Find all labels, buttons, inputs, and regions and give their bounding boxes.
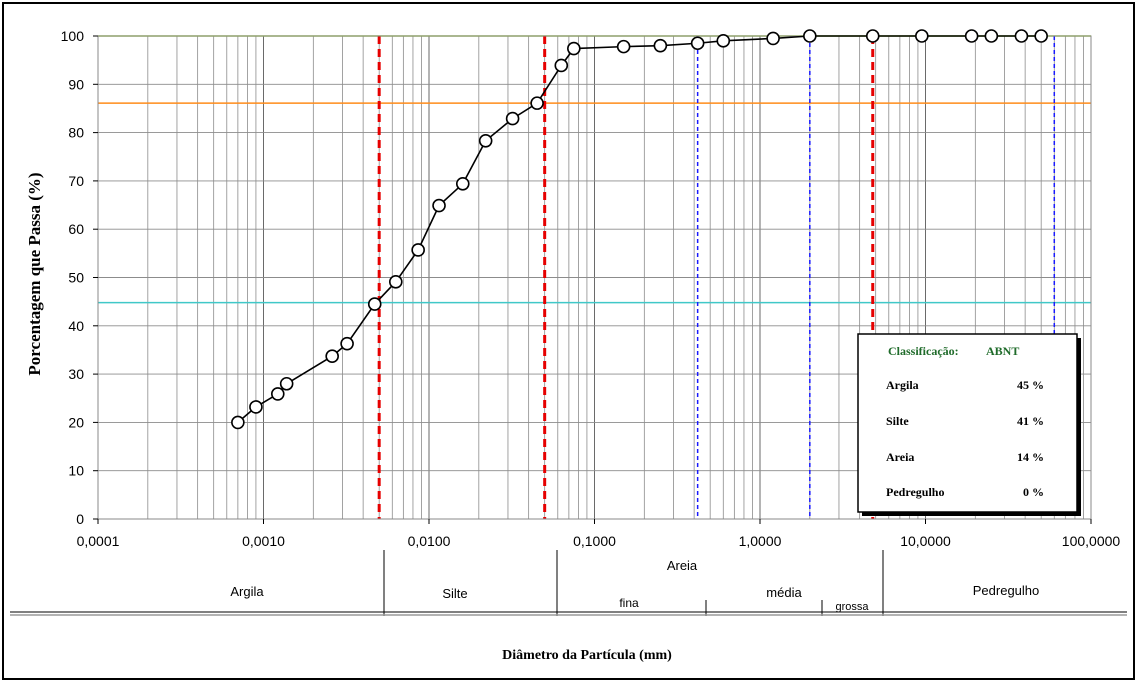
y-tick-label: 70 — [68, 173, 84, 189]
data-point — [340, 336, 354, 351]
class-row-label: Silte — [886, 414, 909, 428]
x-tick-label: 100,0000 — [1062, 533, 1121, 549]
class-row-value: 45 % — [1017, 378, 1044, 392]
major-gridlines — [97, 35, 1092, 520]
data-point — [478, 134, 493, 148]
data-point — [1014, 29, 1029, 43]
scale-label-media: média — [766, 585, 802, 600]
scale-label-fina: fina — [619, 596, 639, 610]
x-tick-label: 0,0100 — [408, 533, 451, 549]
x-tick-label: 1,0000 — [739, 533, 782, 549]
y-tick-label: 90 — [68, 76, 84, 92]
data-point — [325, 349, 339, 364]
data-point — [388, 275, 403, 289]
data-point — [716, 34, 731, 48]
data-point — [984, 29, 999, 43]
data-point — [279, 376, 294, 391]
grading-curve-line — [237, 35, 1042, 424]
class-row-label: Argila — [886, 378, 919, 392]
data-point — [411, 243, 425, 257]
classification-box: Classificação: ABNT Argila 45 % Silte 41… — [857, 333, 1081, 516]
class-row-value: 0 % — [1023, 485, 1044, 499]
data-point — [270, 387, 285, 401]
class-row-label: Areia — [886, 450, 914, 464]
x-tick-label: 0,0001 — [77, 533, 120, 549]
data-point — [249, 400, 263, 414]
class-row-value: 14 % — [1017, 450, 1044, 464]
grading-curve — [231, 29, 1048, 430]
data-point — [865, 29, 880, 43]
data-point — [554, 58, 569, 73]
data-point — [803, 29, 817, 43]
scale-label-silte: Silte — [442, 586, 467, 601]
class-row-label: Pedregulho — [886, 485, 944, 499]
data-point — [964, 29, 979, 43]
data-point — [653, 38, 668, 53]
x-axis-label: Diâmetro da Partícula (mm) — [502, 648, 672, 663]
data-point — [231, 415, 245, 430]
x-axis-ticks: 0,0001 0,0010 0,0100 0,1000 1,0000 10,0000 100… — [77, 519, 1121, 549]
data-point — [616, 39, 631, 54]
y-tick-label: 80 — [68, 125, 84, 141]
data-point — [1034, 29, 1048, 43]
soil-scale-bar: Areia Argila Silte fina média grossa Ped… — [10, 550, 1127, 616]
y-tick-label: 0 — [76, 511, 84, 527]
y-tick-label: 100 — [61, 28, 85, 44]
data-point — [432, 198, 446, 213]
data-point — [505, 111, 520, 126]
data-point — [766, 31, 780, 46]
classification-standard: ABNT — [986, 344, 1019, 358]
data-point — [530, 96, 544, 110]
y-axis-ticks: 0 10 20 30 40 50 60 70 80 90 100 — [61, 28, 98, 527]
scale-label-grossa: grossa — [835, 601, 869, 613]
boundary-lines — [377, 36, 1056, 519]
grain-size-chart: 0 10 20 30 40 50 60 70 80 90 100 0,0001 0,0010 0,010… — [10, 28, 1127, 663]
y-tick-label: 10 — [68, 463, 84, 479]
y-tick-label: 40 — [68, 318, 84, 334]
x-tick-label: 10,0000 — [900, 533, 951, 549]
class-row-value: 41 % — [1017, 414, 1044, 428]
areia-label: Areia — [667, 558, 698, 573]
data-point — [455, 176, 470, 191]
data-point — [367, 297, 382, 311]
classification-box-panel — [857, 333, 1078, 513]
x-tick-label: 0,1000 — [573, 533, 616, 549]
scale-label-argila: Argila — [230, 584, 264, 599]
y-tick-label: 60 — [68, 221, 84, 237]
scale-label-pedregulho: Pedregulho — [973, 583, 1040, 598]
data-point — [690, 36, 705, 51]
data-point — [915, 29, 929, 43]
y-tick-label: 30 — [68, 366, 84, 382]
x-tick-label: 0,0010 — [242, 533, 285, 549]
classification-title: Classificação: — [888, 344, 959, 358]
y-tick-label: 20 — [68, 414, 84, 430]
y-tick-label: 50 — [68, 270, 84, 286]
data-point — [567, 41, 581, 56]
y-axis-label: Porcentagem que Passa (%) — [25, 172, 44, 375]
